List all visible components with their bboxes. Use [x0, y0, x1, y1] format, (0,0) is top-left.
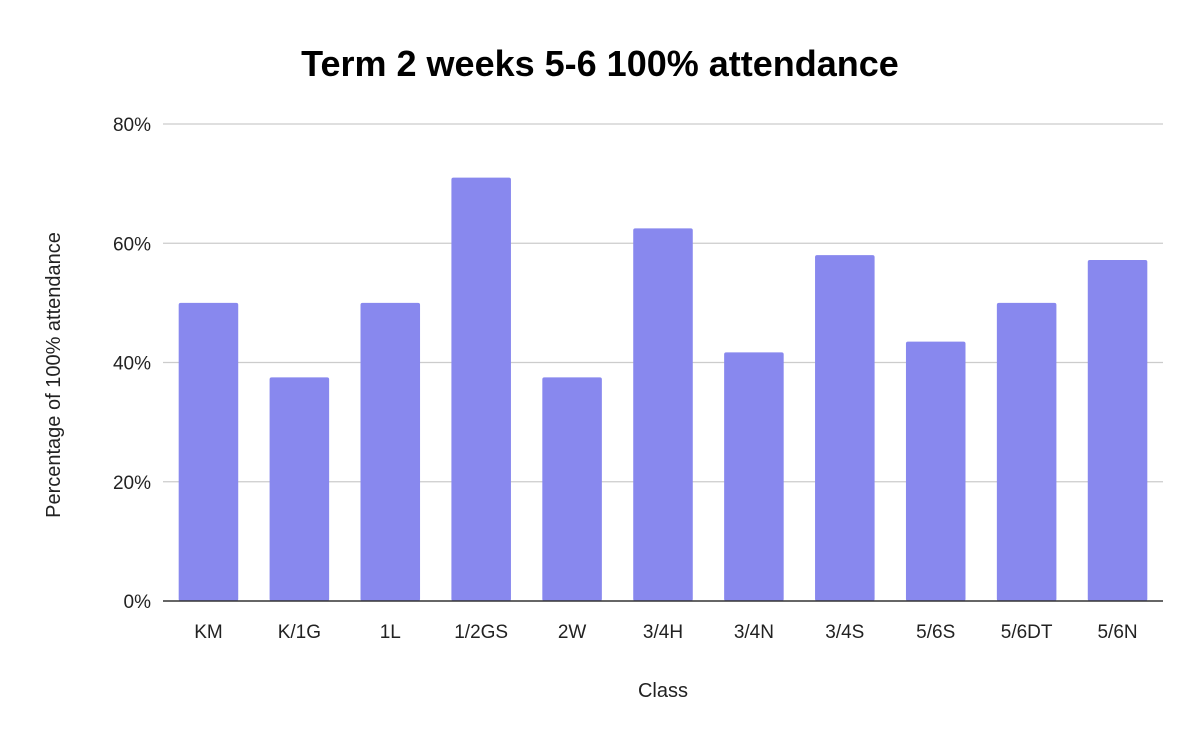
x-tick-label: 3/4H — [643, 622, 683, 643]
bar — [542, 377, 602, 601]
x-tick-label: 1L — [380, 622, 401, 643]
y-tick-label: 60% — [113, 234, 151, 255]
x-tick-label: K/1G — [278, 622, 321, 643]
y-axis-label: Percentage of 100% attendance — [43, 232, 65, 518]
bars — [178, 177, 1148, 602]
x-tick-label: 5/6N — [1097, 622, 1137, 643]
x-tick-label: 5/6S — [916, 622, 955, 643]
chart-title: Term 2 weeks 5-6 100% attendance — [301, 43, 899, 84]
y-axis-ticks: 0% 20% 40% 60% 80% — [113, 115, 151, 613]
x-axis-label: Class — [638, 680, 688, 702]
bar — [1087, 259, 1148, 601]
bar — [269, 377, 330, 601]
bar — [633, 228, 693, 601]
x-axis-ticks: KM K/1G 1L 1/2GS 2W 3/4H 3/4N 3/4S 5/6S 5/6DT 5/6N — [194, 622, 1137, 643]
y-tick-label: 80% — [113, 115, 151, 136]
x-tick-label: 2W — [558, 622, 587, 643]
y-tick-label: 0% — [124, 592, 152, 613]
y-tick-label: 20% — [113, 473, 151, 494]
y-tick-label: 40% — [113, 354, 151, 375]
bar — [178, 302, 239, 601]
bar — [724, 352, 784, 601]
bar — [360, 302, 421, 601]
x-tick-label: 5/6DT — [1001, 622, 1053, 643]
x-tick-label: KM — [194, 622, 223, 643]
bar — [905, 341, 966, 601]
bar — [451, 177, 511, 601]
x-tick-label: 1/2GS — [454, 622, 508, 643]
x-tick-label: 3/4N — [734, 622, 774, 643]
bar — [815, 255, 875, 602]
x-tick-label: 3/4S — [825, 622, 864, 643]
bar — [996, 302, 1057, 601]
